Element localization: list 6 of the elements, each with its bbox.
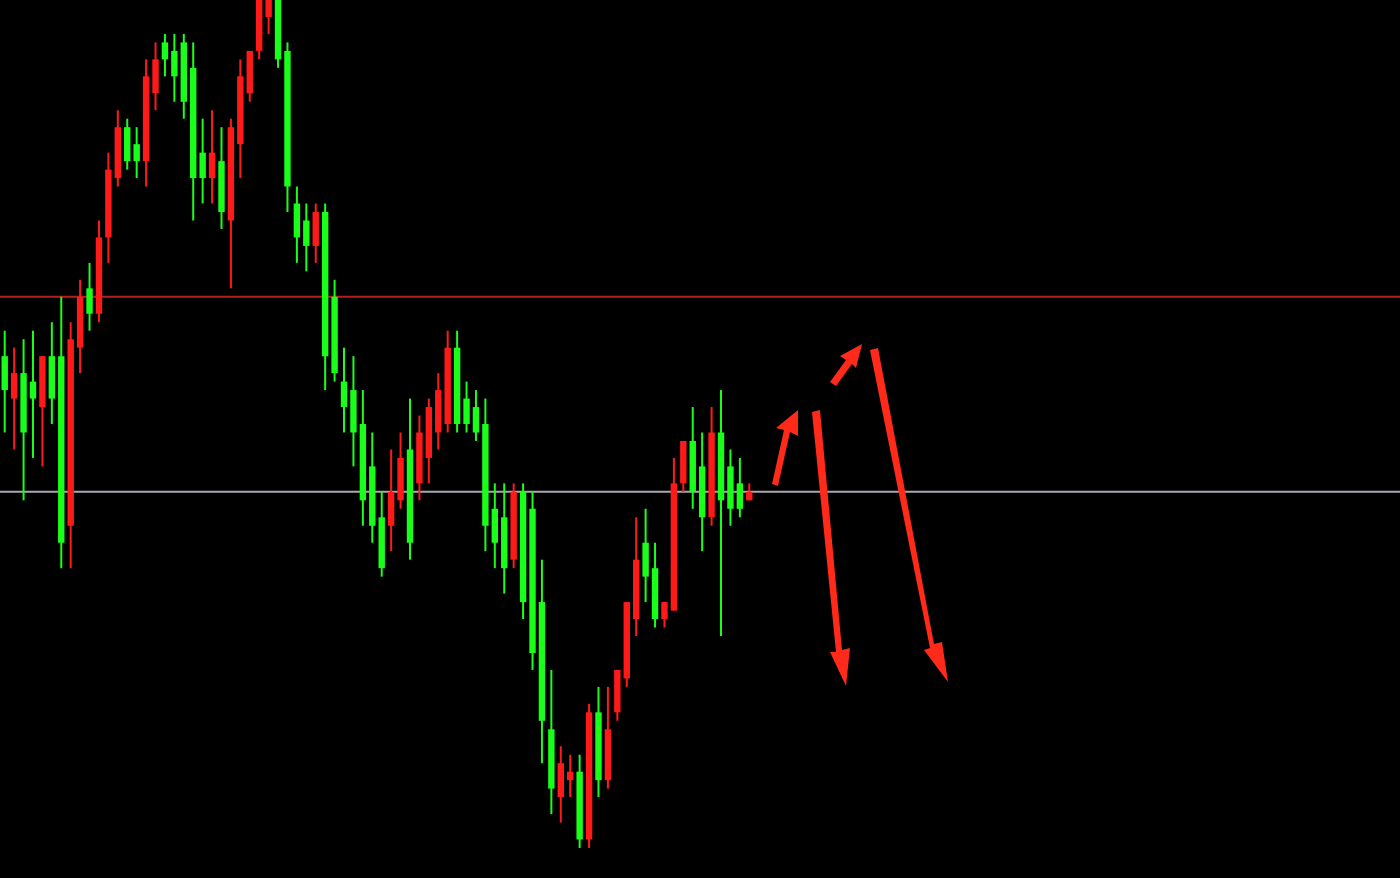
candlestick bbox=[1, 329, 8, 434]
candlestick bbox=[86, 261, 93, 332]
candlestick bbox=[680, 439, 687, 493]
candlestick bbox=[312, 202, 319, 264]
candlestick bbox=[208, 109, 216, 205]
candlestick bbox=[10, 346, 18, 451]
